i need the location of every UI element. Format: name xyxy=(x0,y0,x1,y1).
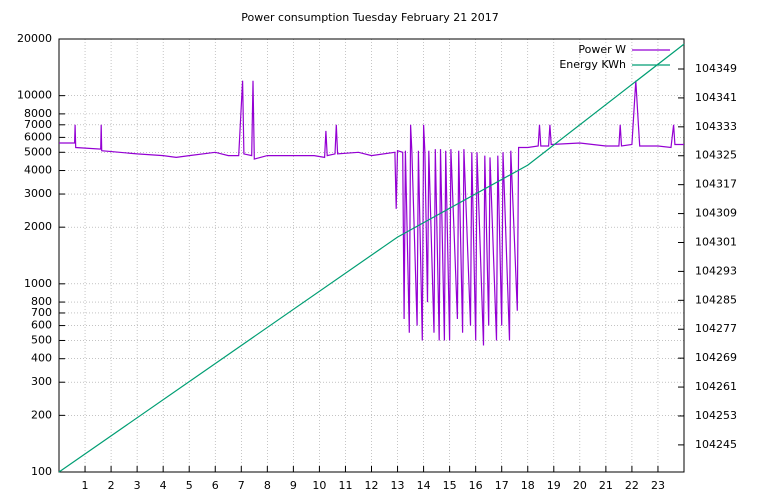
x-tick-label: 22 xyxy=(625,479,639,492)
x-tick-label: 20 xyxy=(573,479,587,492)
y-tick-label: 5000 xyxy=(24,145,52,158)
x-tick-label: 8 xyxy=(264,479,271,492)
y-tick-label: 2000 xyxy=(24,220,52,233)
y-tick-label: 400 xyxy=(31,352,52,365)
x-tick-label: 9 xyxy=(290,479,297,492)
x-tick-label: 2 xyxy=(108,479,115,492)
y2-tick-label: 104277 xyxy=(695,322,737,335)
y2-tick-label: 104317 xyxy=(695,178,737,191)
x-tick-label: 15 xyxy=(443,479,457,492)
legend-label: Energy KWh xyxy=(559,58,626,71)
x-tick-label: 1 xyxy=(82,479,89,492)
x-tick-label: 11 xyxy=(338,479,352,492)
series-line xyxy=(58,43,685,473)
x-tick-label: 4 xyxy=(160,479,167,492)
y2-tick-label: 104293 xyxy=(695,264,737,277)
y-tick-label: 6000 xyxy=(24,130,52,143)
y2-tick-label: 104285 xyxy=(695,293,737,306)
x-tick-label: 13 xyxy=(391,479,405,492)
y2-tick-label: 104349 xyxy=(695,62,737,75)
y-tick-label: 800 xyxy=(31,295,52,308)
plot-border xyxy=(58,38,685,473)
x-tick-label: 10 xyxy=(312,479,326,492)
y-tick-label: 200 xyxy=(31,408,52,421)
y-tick-label: 10000 xyxy=(17,89,52,102)
x-tick-label: 5 xyxy=(186,479,193,492)
x-tick-label: 12 xyxy=(365,479,379,492)
y-tick-label: 7000 xyxy=(24,118,52,131)
y2-tick-label: 104325 xyxy=(695,149,737,162)
x-tick-label: 19 xyxy=(547,479,561,492)
y2-tick-label: 104261 xyxy=(695,380,737,393)
y-tick-label: 3000 xyxy=(24,187,52,200)
x-tick-label: 18 xyxy=(521,479,535,492)
y2-tick-label: 104341 xyxy=(695,91,737,104)
y2-tick-label: 104253 xyxy=(695,409,737,422)
y2-tick-label: 104269 xyxy=(695,351,737,364)
chart-title: Power consumption Tuesday February 21 20… xyxy=(241,11,498,24)
x-tick-label: 16 xyxy=(469,479,483,492)
y2-tick-label: 104333 xyxy=(695,120,737,133)
y-tick-label: 300 xyxy=(31,375,52,388)
y-tick-label: 700 xyxy=(31,306,52,319)
x-tick-label: 3 xyxy=(134,479,141,492)
x-tick-label: 21 xyxy=(599,479,613,492)
y2-tick-label: 104301 xyxy=(695,235,737,248)
y-tick-label: 1000 xyxy=(24,277,52,290)
x-tick-label: 14 xyxy=(417,479,431,492)
y2-tick-label: 104309 xyxy=(695,207,737,220)
x-tick-label: 7 xyxy=(238,479,245,492)
y-tick-label: 20000 xyxy=(17,32,52,45)
y-tick-label: 600 xyxy=(31,319,52,332)
y-tick-label: 500 xyxy=(31,333,52,346)
y-tick-label: 100 xyxy=(31,465,52,478)
x-tick-label: 17 xyxy=(495,479,509,492)
x-tick-label: 6 xyxy=(212,479,219,492)
series-line xyxy=(59,80,684,346)
y-tick-label: 8000 xyxy=(24,107,52,120)
legend-label: Power W xyxy=(578,43,626,56)
y-tick-label: 4000 xyxy=(24,164,52,177)
x-tick-label: 23 xyxy=(651,479,665,492)
y2-tick-label: 104245 xyxy=(695,438,737,451)
